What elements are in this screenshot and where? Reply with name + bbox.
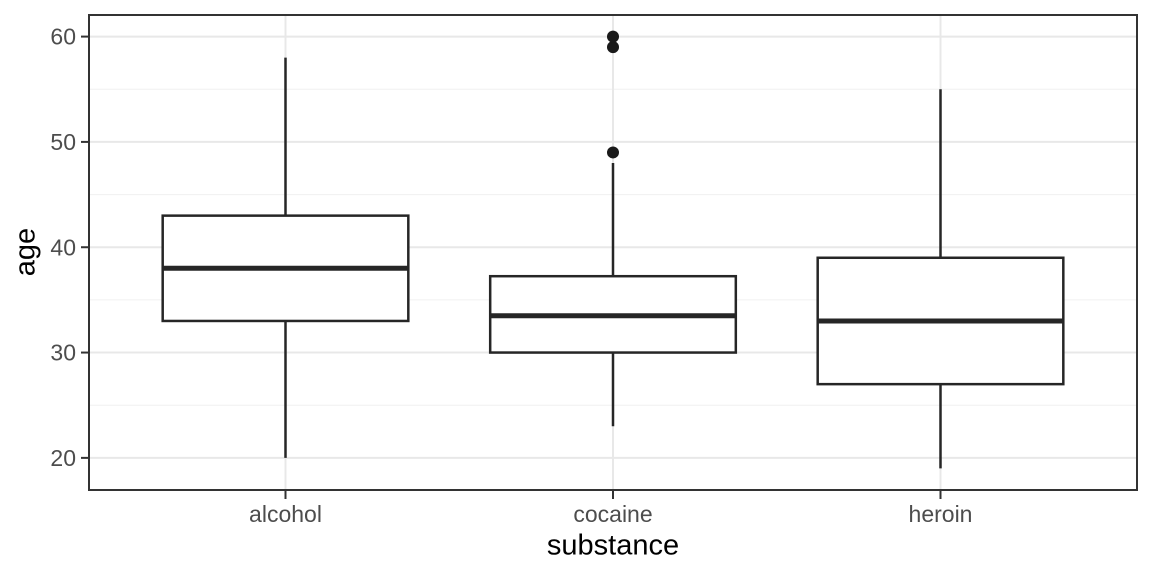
x-category-label: cocaine — [573, 501, 652, 527]
outlier-dot — [607, 30, 619, 43]
y-tick-label: 50 — [50, 129, 76, 155]
x-axis-title: substance — [546, 529, 680, 562]
x-category-label: heroin — [909, 501, 973, 527]
y-tick-label: 30 — [50, 340, 76, 366]
outlier-dot — [607, 41, 619, 54]
y-axis-title: age — [9, 227, 42, 277]
y-tick-label: 40 — [50, 234, 76, 260]
x-category-label: alcohol — [249, 501, 322, 527]
y-tick-label: 60 — [50, 24, 76, 50]
outlier-dot — [607, 146, 619, 159]
y-tick-label: 20 — [50, 445, 76, 471]
